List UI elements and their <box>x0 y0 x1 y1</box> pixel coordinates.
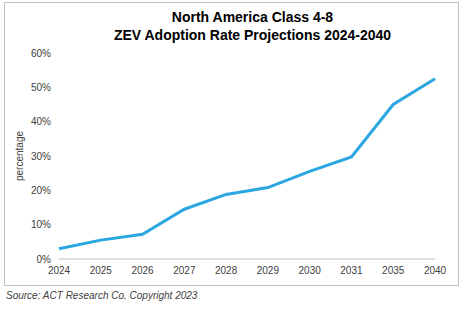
svg-text:2040: 2040 <box>424 265 447 276</box>
svg-text:2030: 2030 <box>299 265 322 276</box>
svg-text:60%: 60% <box>31 48 51 59</box>
svg-text:2026: 2026 <box>131 265 154 276</box>
svg-text:40%: 40% <box>31 116 51 127</box>
svg-text:2031: 2031 <box>340 265 363 276</box>
html-text:Source: ACT Research Co. Copyr: Source: ACT Research Co. Copyright 2023 <box>6 290 198 301</box>
svg-text:2025: 2025 <box>90 265 113 276</box>
svg-text:2024: 2024 <box>48 265 71 276</box>
svg-text:50%: 50% <box>31 82 51 93</box>
svg-text:2029: 2029 <box>257 265 280 276</box>
svg-text:2028: 2028 <box>215 265 238 276</box>
svg-text:30%: 30% <box>31 151 51 162</box>
html-text:ZEV Adoption Rate Projections: ZEV Adoption Rate Projections 2024-2040 <box>113 27 392 43</box>
svg-text:20%: 20% <box>31 185 51 196</box>
svg-text:10%: 10% <box>31 219 51 230</box>
html-text:North America Class 4-8: North America Class 4-8 <box>171 9 334 25</box>
svg-text:percentage: percentage <box>14 131 25 181</box>
svg-text:2027: 2027 <box>173 265 196 276</box>
svg-text:2035: 2035 <box>382 265 405 276</box>
svg-text:0%: 0% <box>37 254 52 265</box>
